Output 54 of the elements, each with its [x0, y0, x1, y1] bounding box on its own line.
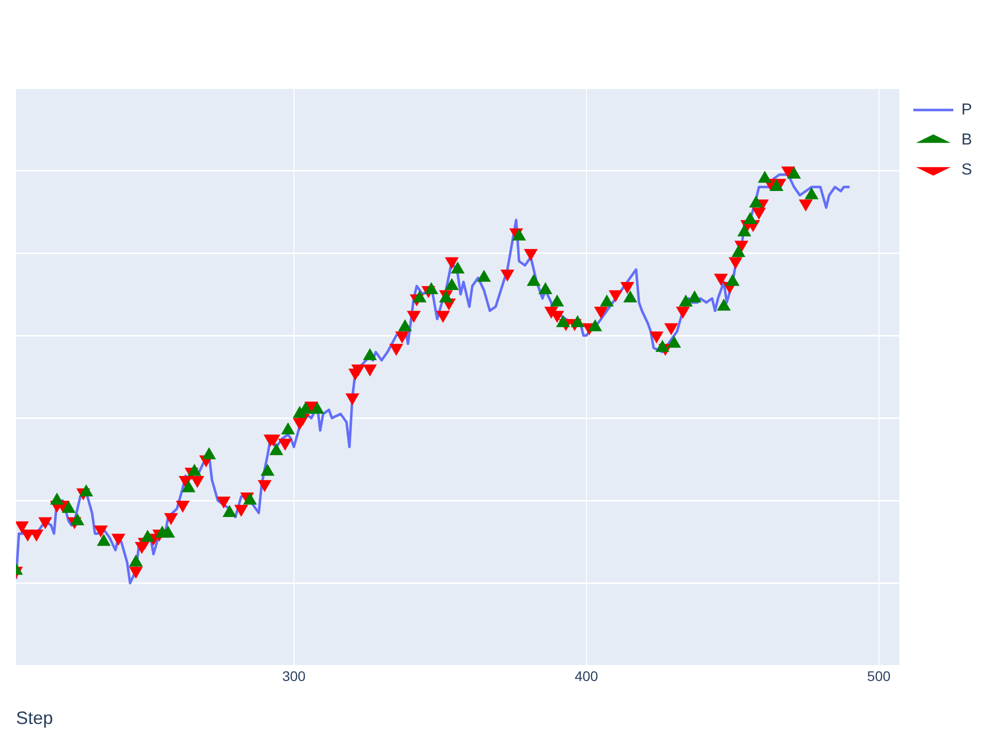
point	[623, 290, 638, 302]
point	[667, 336, 682, 348]
x-tick-label: 400	[574, 668, 598, 684]
point	[678, 294, 693, 307]
point	[749, 196, 763, 208]
point	[70, 513, 84, 526]
point	[716, 298, 731, 311]
point	[737, 224, 752, 236]
point	[588, 319, 602, 332]
x-tick-label: 300	[282, 668, 306, 684]
point	[688, 290, 702, 302]
point	[804, 187, 819, 200]
point	[655, 340, 670, 352]
point	[310, 402, 324, 414]
point	[260, 464, 274, 476]
point	[96, 534, 111, 546]
point	[79, 484, 94, 496]
point	[398, 319, 412, 332]
point	[732, 245, 746, 258]
point	[202, 447, 216, 460]
point	[187, 464, 202, 476]
point	[726, 274, 740, 286]
point	[450, 262, 465, 274]
point	[538, 282, 552, 294]
point	[128, 554, 143, 566]
point	[50, 492, 64, 505]
point	[556, 315, 570, 328]
point	[526, 274, 541, 286]
x-axis-title: Step	[16, 708, 54, 728]
point	[600, 294, 614, 307]
point	[444, 278, 459, 290]
point	[412, 290, 427, 302]
point	[787, 166, 801, 179]
point	[570, 315, 585, 328]
legend-label: P	[961, 101, 972, 118]
point	[140, 530, 155, 542]
point	[161, 526, 176, 538]
point	[281, 422, 295, 434]
point	[269, 443, 284, 456]
legend-label: B	[961, 131, 972, 148]
point	[550, 294, 564, 307]
point	[182, 480, 196, 492]
point	[222, 504, 236, 517]
point	[743, 212, 758, 224]
point	[770, 179, 784, 192]
point	[424, 282, 438, 294]
point	[243, 492, 257, 505]
point	[758, 170, 772, 183]
point	[477, 270, 491, 282]
legend-label: S	[961, 161, 972, 178]
point	[362, 348, 377, 360]
x-tick-label: 500	[867, 668, 891, 684]
point	[512, 228, 526, 241]
point	[62, 500, 76, 513]
